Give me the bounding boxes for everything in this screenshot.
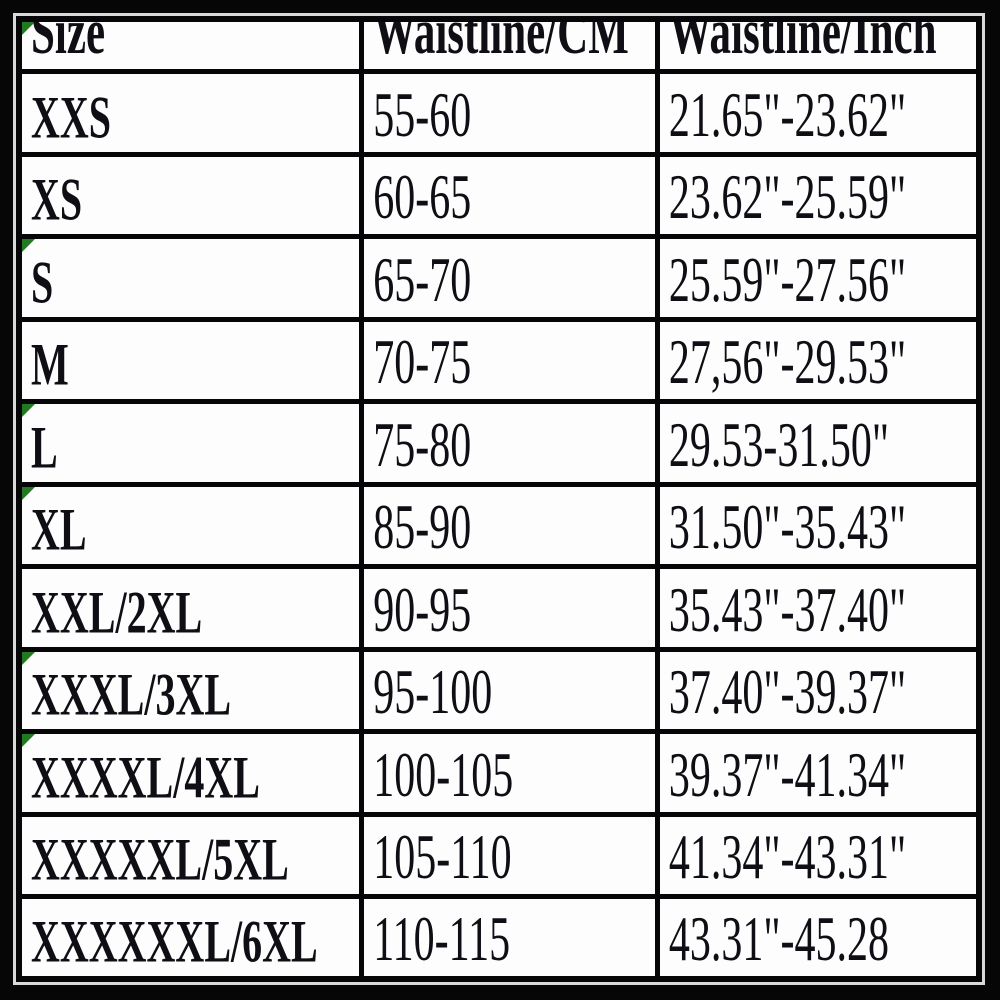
col-header-inch: Waistline/Inch <box>654 16 982 74</box>
inch-cell: 31.50"-35.43" <box>654 481 982 569</box>
inch-value: 31.50"-35.43" <box>668 494 907 563</box>
inch-cell: 23.62"-25.59" <box>654 151 982 239</box>
table-row: XXXL/3XL 95-100 37.40"-39.37" <box>16 646 982 734</box>
size-cell: XXXXL/4XL <box>16 729 365 817</box>
corner-marker-icon <box>23 23 35 35</box>
col-header-inch-label: Waistline/Inch <box>668 19 937 68</box>
inch-cell: 25.59"-27.56" <box>654 234 982 322</box>
col-header-cm: Waistline/CM <box>359 16 660 74</box>
table-row: L 75-80 29.53-31.50" <box>16 399 982 487</box>
cm-value: 65-70 <box>373 246 472 316</box>
table-frame: Size Waistline/CM Waistline/Inch XXS <box>13 13 985 985</box>
cm-value: 85-90 <box>373 494 472 563</box>
table-row: XS 60-65 23.62"-25.59" <box>16 151 982 239</box>
col-header-size: Size <box>16 16 365 74</box>
cm-value: 100-105 <box>373 741 514 811</box>
cm-cell: 55-60 <box>359 69 660 157</box>
header-row: Size Waistline/CM Waistline/Inch <box>16 16 982 74</box>
inch-value: 29.53-31.50" <box>668 411 890 481</box>
size-value: XXS <box>31 83 112 151</box>
col-header-cm-label: Waistline/CM <box>373 19 629 68</box>
table-row: XXL/2XL 90-95 35.43"-37.40" <box>16 564 982 652</box>
cm-cell: 70-75 <box>359 316 660 404</box>
col-header-size-label: Size <box>31 19 106 68</box>
cm-cell: 60-65 <box>359 151 660 239</box>
cm-cell: 65-70 <box>359 234 660 322</box>
inch-cell: 21.65"-23.62" <box>654 69 982 157</box>
inch-cell: 43.31"-45.28 <box>654 894 982 982</box>
cm-cell: 110-115 <box>359 894 660 982</box>
cm-cell: 95-100 <box>359 646 660 734</box>
inch-value: 35.43"-37.40" <box>668 576 907 646</box>
corner-marker-icon <box>23 488 35 500</box>
inch-value: 41.34"-43.31" <box>668 824 907 893</box>
inch-value: 39.37"-41.34" <box>668 741 907 811</box>
cm-value: 110-115 <box>373 906 511 975</box>
inch-cell: 27,56"-29.53" <box>654 316 982 404</box>
cm-cell: 85-90 <box>359 481 660 569</box>
size-value: XL <box>31 495 87 563</box>
cm-value: 75-80 <box>373 411 472 481</box>
table-row: XL 85-90 31.50"-35.43" <box>16 481 982 569</box>
table-row: XXS 55-60 21.65"-23.62" <box>16 69 982 157</box>
size-cell: XXL/2XL <box>16 564 365 652</box>
size-value: XXXL/3XL <box>31 660 232 728</box>
cm-cell: 75-80 <box>359 399 660 487</box>
inch-value: 43.31"-45.28 <box>668 906 890 975</box>
inch-cell: 29.53-31.50" <box>654 399 982 487</box>
size-cell: S <box>16 234 365 322</box>
size-cell: M <box>16 316 365 404</box>
cm-value: 60-65 <box>373 164 472 233</box>
inch-value: 27,56"-29.53" <box>668 329 907 398</box>
inch-cell: 37.40"-39.37" <box>654 646 982 734</box>
cm-cell: 100-105 <box>359 729 660 817</box>
inch-value: 37.40"-39.37" <box>668 659 907 728</box>
size-value: XXXXXXL/6XL <box>31 907 318 975</box>
corner-marker-icon <box>23 241 35 252</box>
size-cell: XXS <box>16 69 365 157</box>
size-cell: XXXXXL/5XL <box>16 811 365 899</box>
inch-cell: 41.34"-43.31" <box>654 811 982 899</box>
cm-value: 105-110 <box>373 824 512 893</box>
cm-value: 55-60 <box>373 81 472 151</box>
size-chart-table: Size Waistline/CM Waistline/Inch XXS <box>16 16 982 982</box>
cm-cell: 105-110 <box>359 811 660 899</box>
table-row: XXXXL/4XL 100-105 39.37"-41.34" <box>16 729 982 817</box>
cm-value: 95-100 <box>373 659 493 728</box>
inch-value: 21.65"-23.62" <box>668 81 907 151</box>
corner-marker-icon <box>23 736 35 747</box>
size-value: XS <box>31 165 83 233</box>
inch-value: 25.59"-27.56" <box>668 246 907 316</box>
corner-marker-icon <box>23 406 35 417</box>
inch-value: 23.62"-25.59" <box>668 164 907 233</box>
size-cell: XS <box>16 151 365 239</box>
cm-cell: 90-95 <box>359 564 660 652</box>
size-value: M <box>31 330 69 398</box>
size-cell: XXXXXXL/6XL <box>16 894 365 982</box>
size-cell: XL <box>16 481 365 569</box>
size-value: S <box>31 248 54 316</box>
corner-marker-icon <box>23 653 35 665</box>
inch-cell: 39.37"-41.34" <box>654 729 982 817</box>
size-value: L <box>31 413 58 481</box>
table-row: XXXXXL/5XL 105-110 41.34"-43.31" <box>16 811 982 899</box>
cm-value: 90-95 <box>373 576 472 646</box>
inch-cell: 35.43"-37.40" <box>654 564 982 652</box>
table-row: M 70-75 27,56"-29.53" <box>16 316 982 404</box>
size-value: XXL/2XL <box>31 578 203 646</box>
size-value: XXXXXL/5XL <box>31 825 289 893</box>
size-cell: XXXL/3XL <box>16 646 365 734</box>
table-row: S 65-70 25.59"-27.56" <box>16 234 982 322</box>
size-cell: L <box>16 399 365 487</box>
size-value: XXXXL/4XL <box>31 743 260 811</box>
table-row: XXXXXXL/6XL 110-115 43.31"-45.28 <box>16 894 982 982</box>
cm-value: 70-75 <box>373 329 472 398</box>
